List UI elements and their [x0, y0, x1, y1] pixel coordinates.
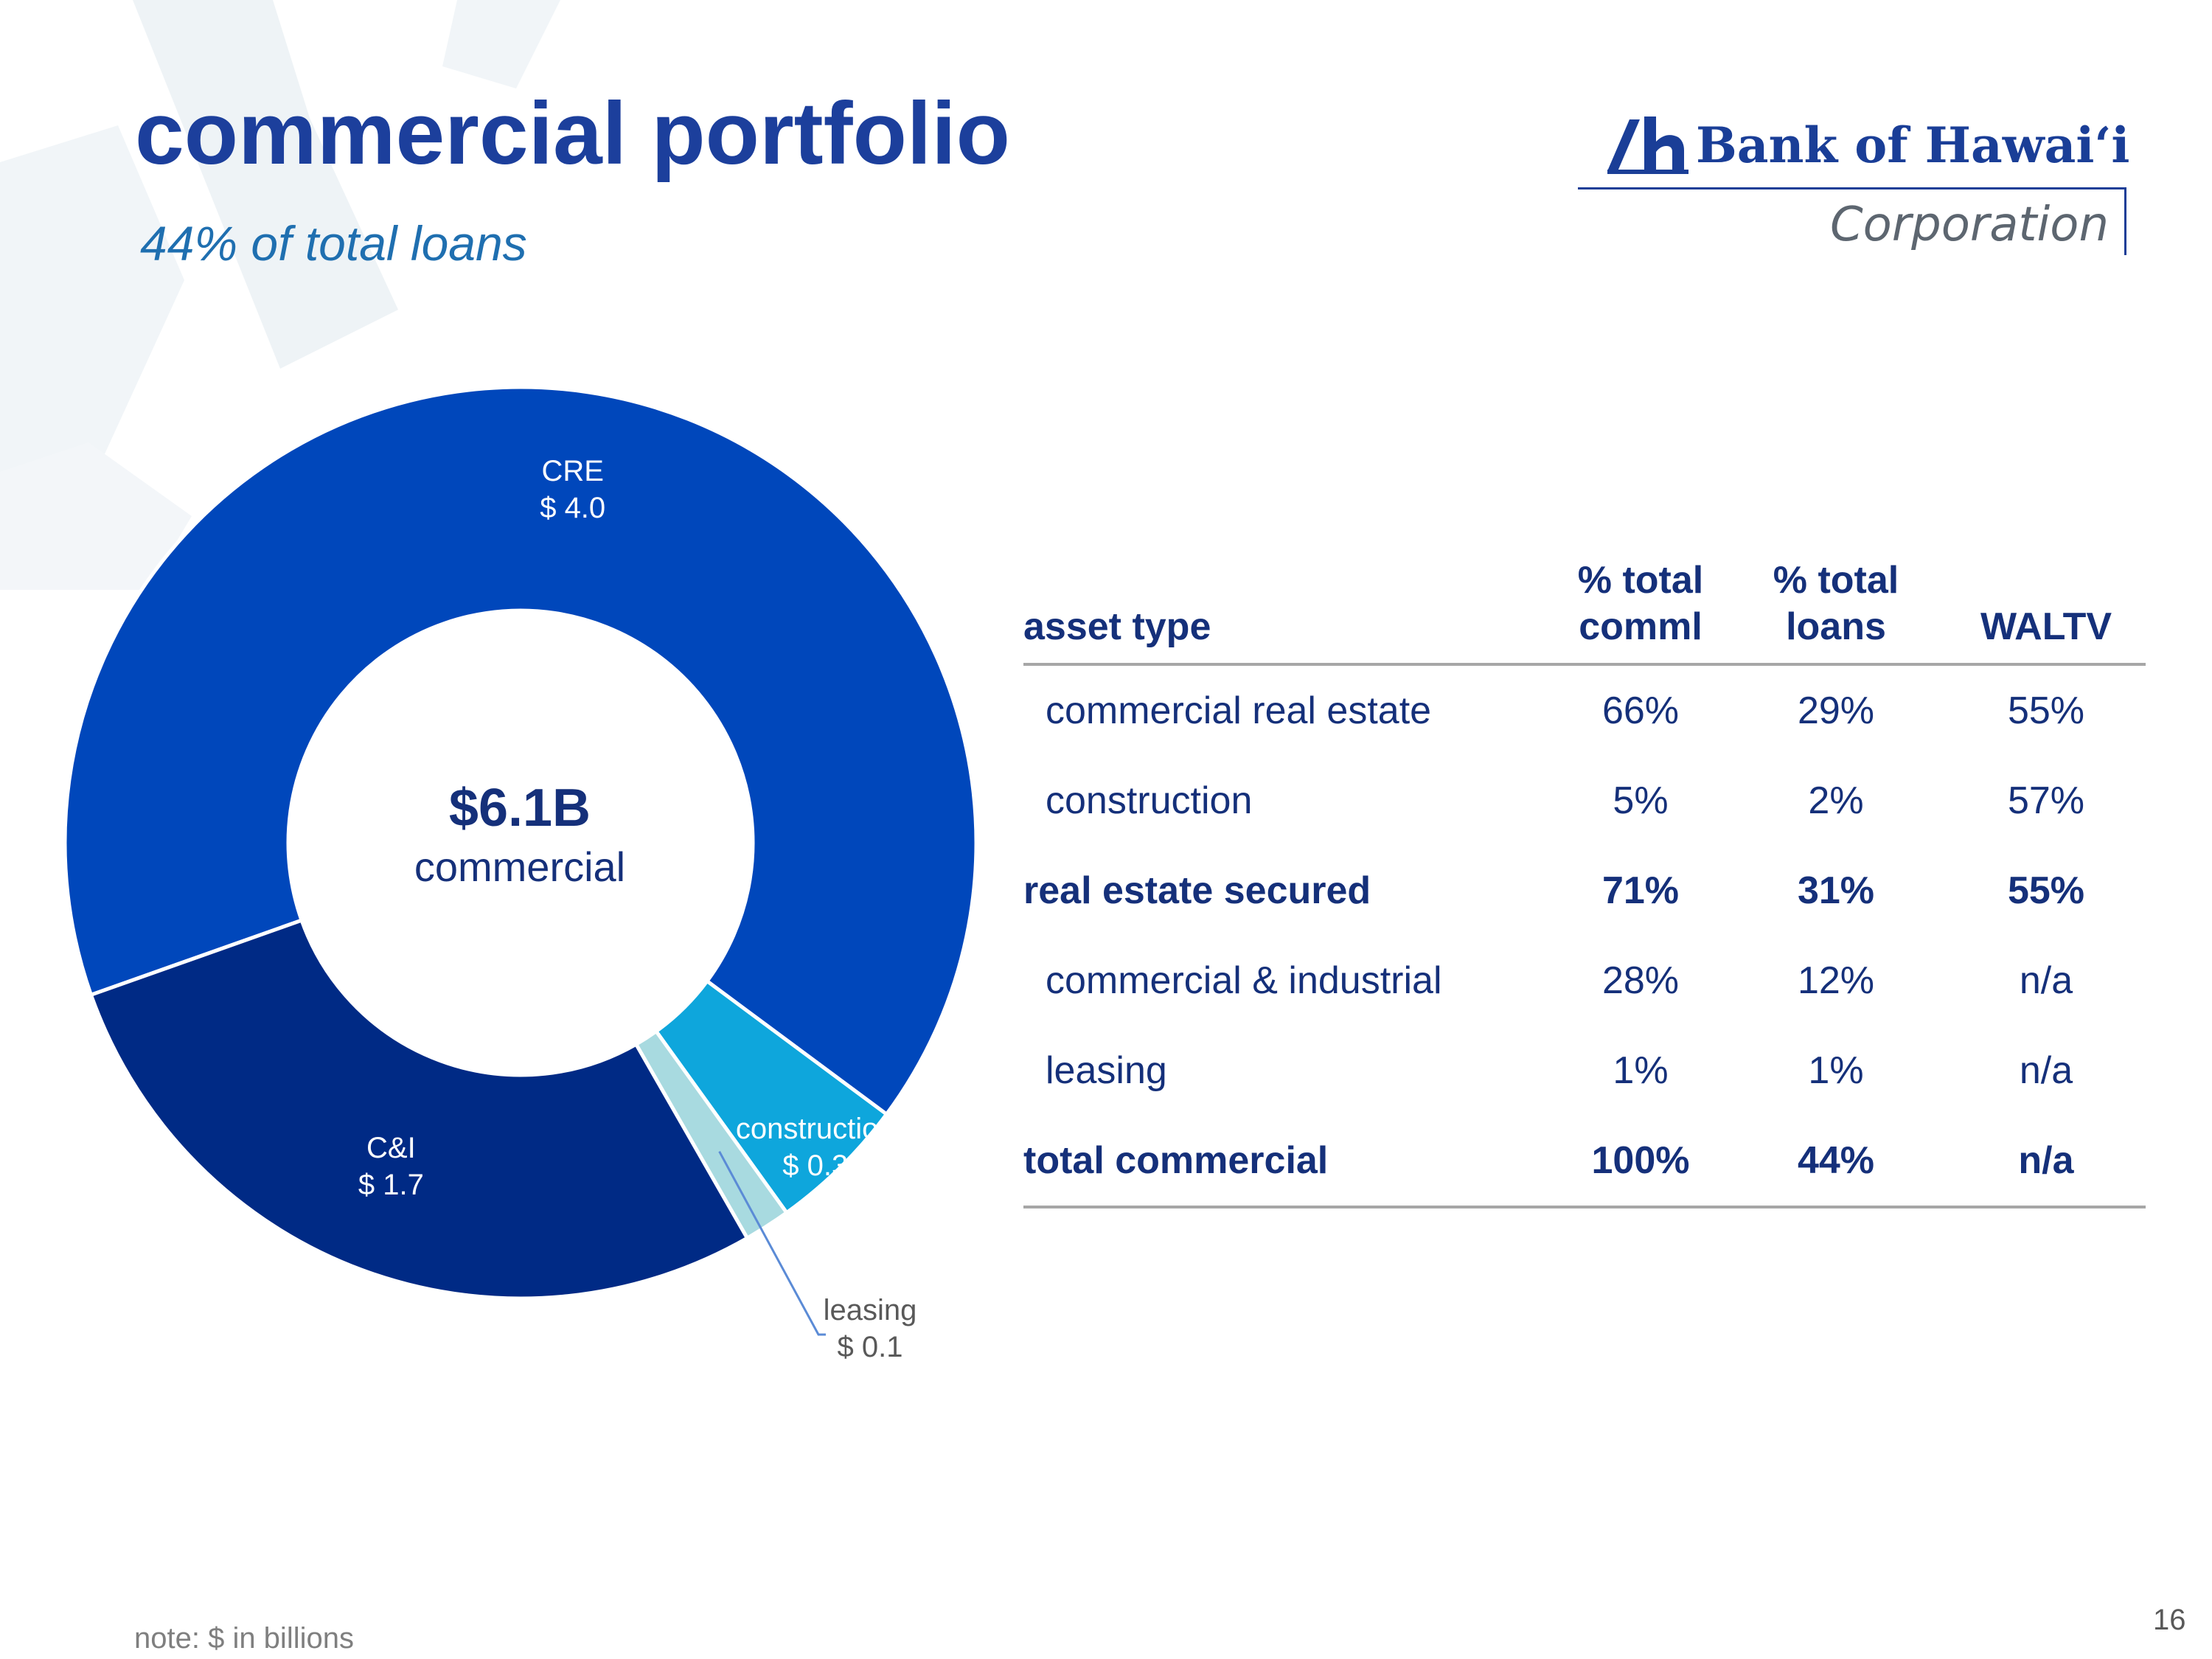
table-row: total commercial 100% 44% n/a	[1023, 1115, 2146, 1208]
donut-slice-ci	[88, 917, 750, 1301]
background-star-decoration	[0, 0, 560, 590]
bank-logo-sub: Corporation	[1829, 198, 2109, 252]
table-cell-value: 31%	[1797, 869, 1875, 912]
donut-center-value: $6.1B	[448, 779, 591, 838]
table-cell-value: n/a	[1947, 1115, 2146, 1208]
header-pct-total-comml: % total comml	[1556, 557, 1725, 666]
page-title: commercial portfolio	[135, 84, 1010, 183]
slice-cre-name-label: CRE	[541, 455, 603, 487]
logo-divider	[1578, 187, 2126, 189]
table-row: construction 5% 2% 57%	[1023, 756, 2146, 846]
slice-construction-value-label: $ 0.3	[782, 1150, 848, 1182]
table-cell-value: 29%	[1797, 689, 1875, 732]
bank-logo-name: Bank of Hawaiʻi	[1696, 116, 2130, 174]
table-cell-value: 57%	[2007, 779, 2085, 822]
table-cell-value: n/a	[2019, 959, 2073, 1002]
table-cell-value: 44%	[1725, 1115, 1947, 1208]
header-pct-total-loans: % total loans	[1725, 557, 1947, 666]
table-cell-asset-type: leasing	[1046, 1048, 1167, 1092]
header-asset-type: asset type	[1023, 557, 1556, 666]
table-cell-value: 1%	[1613, 1048, 1669, 1092]
slice-ci-value-label: $ 1.7	[358, 1169, 424, 1201]
slice-construction-name-label: construction	[736, 1113, 895, 1145]
table-cell-value: 55%	[2007, 869, 2085, 912]
table-cell-value: 5%	[1613, 779, 1669, 822]
asset-type-table: asset type % total comml % total loans WAL…	[1023, 557, 2146, 1208]
page-subtitle: 44% of total loans	[140, 216, 527, 271]
table-cell-value: n/a	[2019, 1048, 2073, 1092]
table-cell-asset-type: commercial & industrial	[1046, 959, 1442, 1002]
table-row: commercial & industrial 28% 12% n/a	[1023, 936, 2146, 1026]
table-cell-value: 12%	[1797, 959, 1875, 1002]
table-cell-asset-type: construction	[1046, 779, 1253, 822]
table-cell-value: 55%	[2007, 689, 2085, 732]
bank-logo-mark-icon	[1607, 116, 1688, 174]
logo-divider-vertical	[2124, 187, 2126, 255]
slice-leasing-value-label: $ 0.1	[838, 1331, 903, 1363]
slice-ci-name-label: C&I	[366, 1132, 416, 1164]
table-cell-value: 28%	[1601, 959, 1680, 1002]
table-row: real estate secured 71% 31% 55%	[1023, 846, 2146, 936]
bank-logo: Bank of Hawaiʻi Corporation	[1578, 109, 2138, 264]
header-waltv: WALTV	[1947, 557, 2146, 666]
table-cell-value: 100%	[1556, 1115, 1725, 1208]
page-number: 16	[2153, 1604, 2186, 1636]
table-cell-asset-type: commercial real estate	[1046, 689, 1432, 732]
table-cell-value: 2%	[1808, 779, 1864, 822]
table-cell-value: 66%	[1601, 689, 1680, 732]
slice-leasing-name-label: leasing	[824, 1294, 917, 1326]
donut-chart: CRE $ 4.0 C&I $ 1.7 construction $ 0.3 leasing…	[63, 385, 978, 1363]
leasing-leader-line	[718, 1150, 826, 1336]
table-header-row: asset type % total comml % total loans WAL…	[1023, 557, 2146, 666]
table-row: commercial real estate 66% 29% 55%	[1023, 664, 2146, 756]
footnote: note: $ in billions	[134, 1622, 354, 1655]
table-cell-asset-type: total commercial	[1023, 1115, 1556, 1208]
donut-slice-cre	[63, 385, 978, 1117]
slice-cre-value-label: $ 4.0	[540, 492, 605, 524]
table-row: leasing 1% 1% n/a	[1023, 1026, 2146, 1116]
table-cell-asset-type: real estate secured	[1023, 869, 1371, 912]
table-cell-value: 71%	[1601, 869, 1680, 912]
table-cell-value: 1%	[1808, 1048, 1864, 1092]
donut-center-label: commercial	[414, 844, 626, 890]
